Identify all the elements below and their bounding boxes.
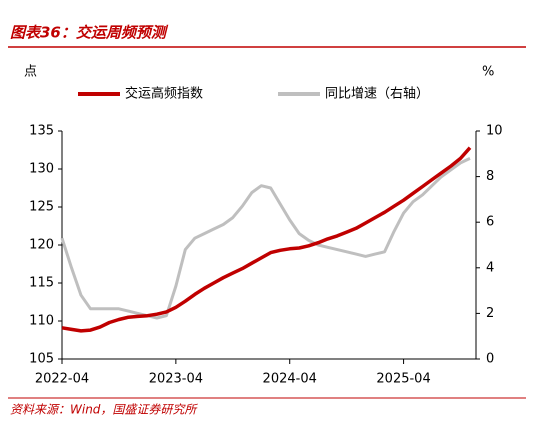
y2-tick-label: 10 <box>486 124 503 139</box>
chart-title: 图表36：交运周频预测 <box>10 24 169 42</box>
series-line <box>60 157 471 320</box>
x-tick-label: 2024-04 <box>263 372 317 387</box>
y2-tick-label: 0 <box>486 352 494 367</box>
y2-tick-label: 8 <box>486 169 494 184</box>
y-tick-label: 105 <box>29 352 54 367</box>
x-tick-label: 2025-04 <box>376 372 430 387</box>
y2-tick-label: 4 <box>486 260 494 275</box>
y-tick-label: 115 <box>29 276 54 291</box>
y2-axis-label: % <box>482 65 494 80</box>
y-tick-label: 125 <box>29 200 54 215</box>
y2-tick-label: 6 <box>486 215 494 230</box>
y-tick-label: 135 <box>29 124 54 139</box>
x-tick-label: 2022-04 <box>35 372 89 387</box>
series-line <box>61 146 472 333</box>
y-axis-label: 点 <box>24 65 37 80</box>
source: 资料来源：Wind，国盛证券研究所 <box>10 403 198 417</box>
y-tick-label: 130 <box>29 162 54 177</box>
y2-tick-label: 2 <box>486 306 494 321</box>
x-tick-label: 2023-04 <box>149 372 203 387</box>
legend-label: 交运高频指数 <box>125 86 203 102</box>
y-tick-label: 120 <box>29 238 54 253</box>
y-tick-label: 110 <box>29 314 54 329</box>
legend-label: 同比增速（右轴） <box>325 87 429 102</box>
